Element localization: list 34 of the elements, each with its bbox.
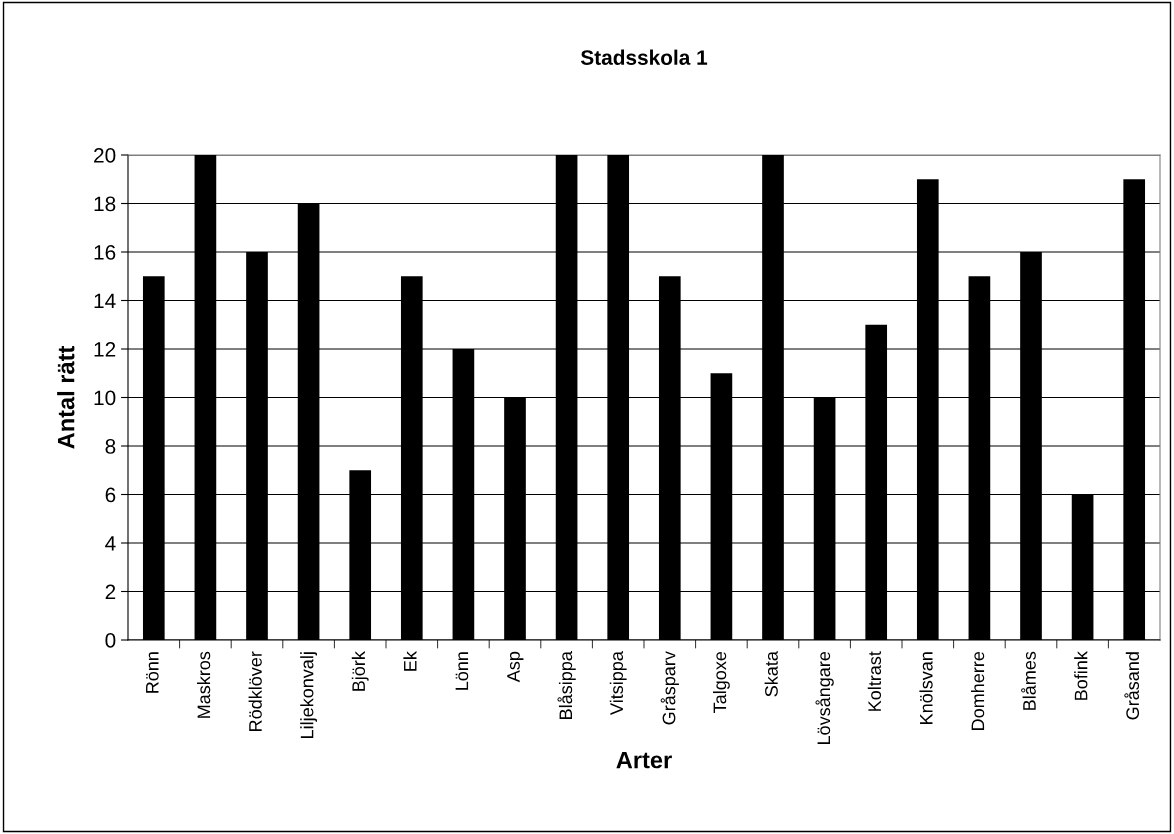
y-tick-label: 2 — [105, 584, 116, 600]
x-tick-label: Talgoxe — [712, 651, 730, 713]
x-tick-label: Lövsångare — [815, 651, 834, 744]
y-tick-label: 4 — [105, 536, 116, 551]
x-tick-label: Bofink — [1074, 651, 1088, 700]
x-tick-label: Gråsparv — [660, 651, 679, 725]
x-tick-label: Skata — [764, 651, 778, 697]
y-tick-label: 16 — [94, 245, 116, 260]
x-tick-label: Blåsippa — [557, 651, 576, 719]
x-tick-label: Björk — [351, 651, 369, 691]
x-axis-title: Arter — [616, 751, 672, 769]
x-tick-label: Domherre — [970, 651, 985, 730]
y-tick-label: 0 — [105, 633, 116, 648]
x-tick-label: Ek — [403, 651, 417, 671]
x-tick-label: Liljekonvalj — [300, 652, 318, 738]
y-tick-label: 6 — [105, 487, 116, 503]
x-tick-label: Knölsvan — [919, 652, 933, 724]
y-tick-label: 14 — [94, 293, 116, 309]
y-tick-label: 20 — [94, 148, 116, 163]
y-tick-label: 10 — [94, 390, 116, 406]
x-tick-label: Lönn — [455, 652, 469, 690]
chart-title: Stadsskola 1 — [580, 49, 708, 65]
y-tick-label: 18 — [94, 196, 116, 212]
x-tick-label: Rönn — [146, 652, 159, 693]
y-tick-label: 12 — [94, 342, 116, 357]
x-tick-label: Maskros — [196, 651, 211, 718]
y-axis-title: Antal rätt — [57, 345, 75, 449]
x-tick-label: Blåmes — [1021, 651, 1036, 710]
x-tick-label: Vitsippa — [609, 651, 627, 715]
y-tick-label: 8 — [105, 439, 116, 454]
x-tick-label: Asp — [507, 651, 524, 683]
x-tick-label: Rödklöver — [248, 651, 262, 731]
x-tick-label: Gråsand — [1124, 652, 1140, 720]
x-tick-label: Koltrast — [867, 651, 882, 711]
